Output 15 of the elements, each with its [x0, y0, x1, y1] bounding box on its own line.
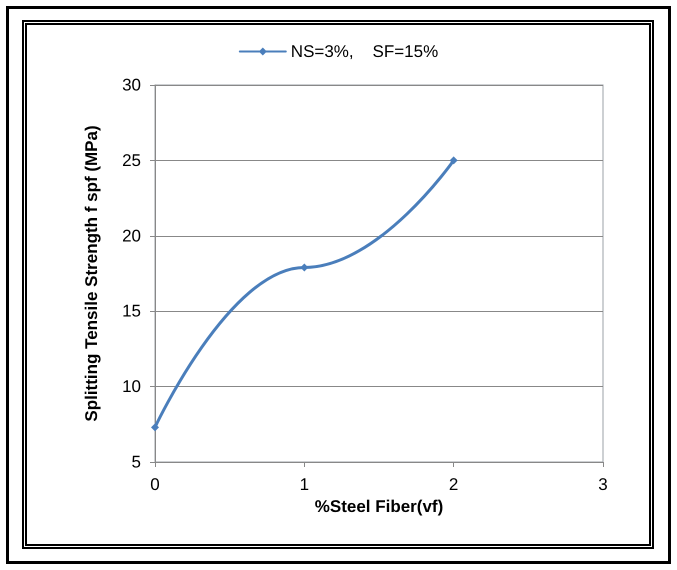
x-tick-label: 3: [598, 475, 608, 494]
y-axis-title: Splitting Tensile Strength f spf (MPa): [82, 125, 101, 422]
y-tick-label: 20: [122, 226, 141, 246]
x-tick-label: 1: [300, 475, 310, 494]
x-axis-title: %Steel Fiber(vf): [314, 496, 444, 516]
y-tick-label: 25: [122, 150, 141, 170]
y-tick-label: 5: [132, 452, 141, 472]
legend-label: NS=3%, SF=15%: [290, 42, 438, 61]
x-tick-label: 2: [448, 475, 458, 494]
y-tick-label: 15: [122, 302, 141, 321]
point: [450, 156, 458, 164]
y-tick-label: 30: [122, 76, 141, 94]
y-tick-label: 10: [122, 377, 141, 396]
point: [151, 423, 159, 432]
x-tick-label: 0: [150, 475, 160, 494]
